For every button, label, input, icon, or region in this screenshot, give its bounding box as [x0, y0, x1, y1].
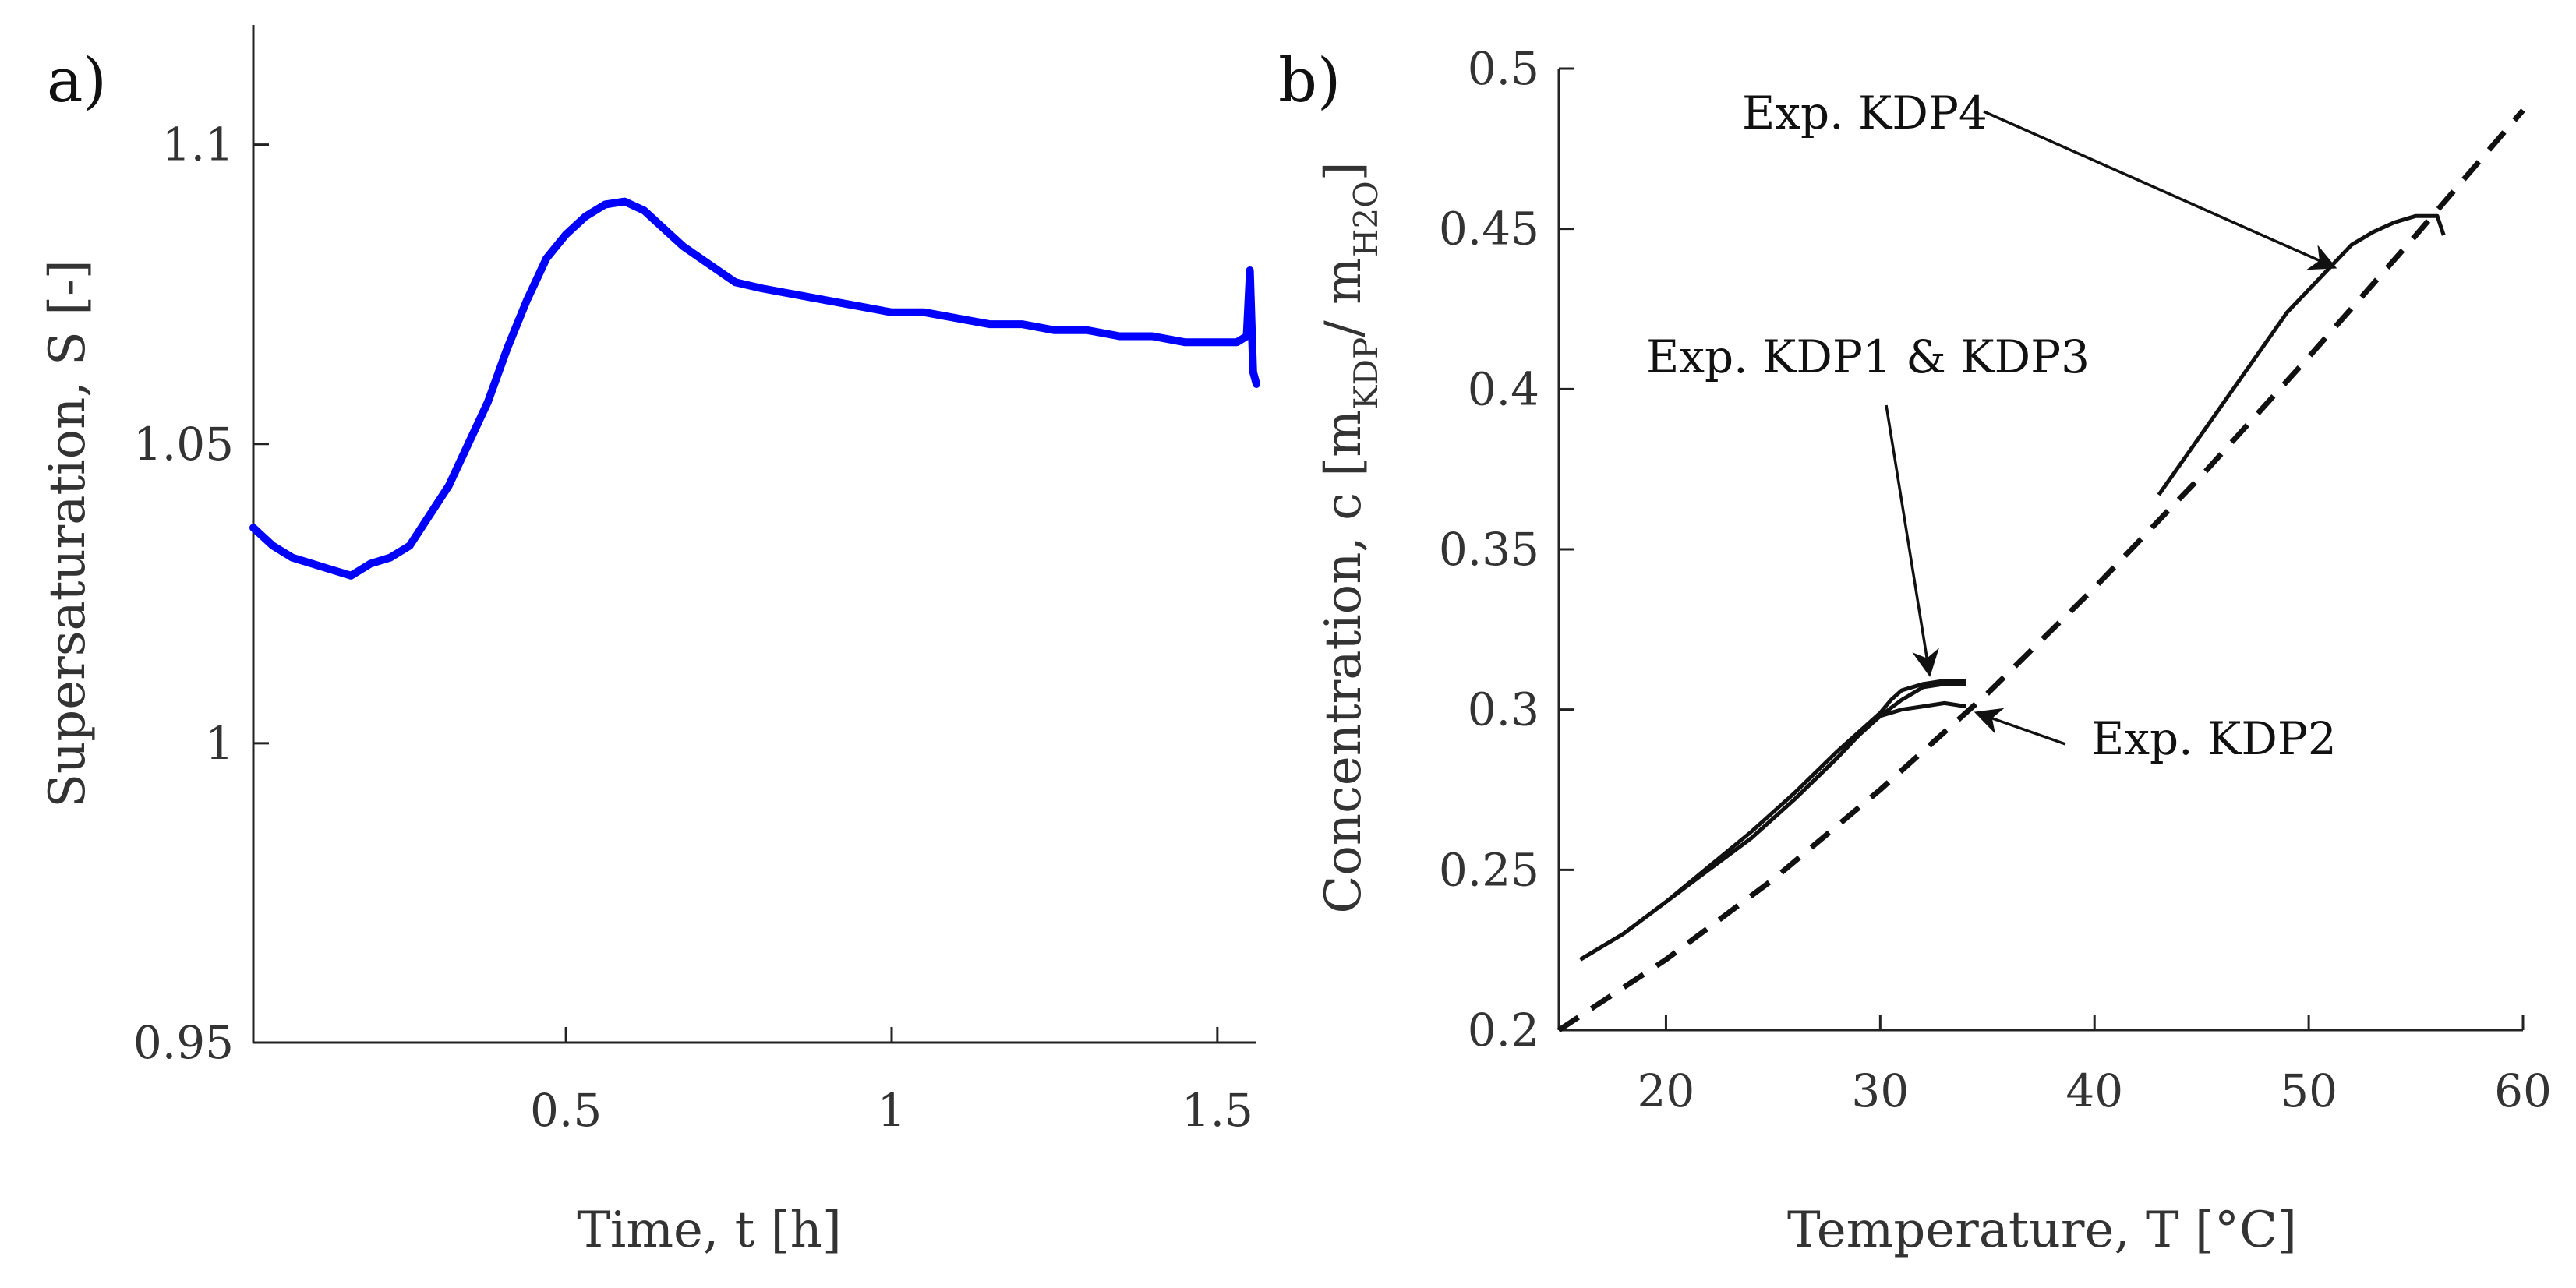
- panel-a-y-tick-label: 1.1: [162, 118, 234, 171]
- panel-a-x-tick-label: 1.5: [1182, 1084, 1253, 1137]
- panel-b-chart: b) 0.2 0.25 0.3 0.35 0.4 0.45 0.5 20 30 40 50 60 E…: [1278, 42, 2552, 1259]
- panel-b-x-tick-label: 60: [2494, 1064, 2552, 1117]
- panel-b-y-tick-label: 0.3: [1468, 683, 1539, 736]
- panel-b-line-exp-kdp2: [1707, 700, 1966, 872]
- panel-b-annotation-arrow: [1885, 404, 1939, 677]
- panel-a-label: a): [47, 46, 107, 116]
- panel-b-y-tick-label: 0.35: [1439, 523, 1539, 576]
- panel-a-x-tick-label: 1: [878, 1084, 906, 1137]
- panel-a-series: [249, 197, 1260, 580]
- panel-b-y-tick-label: 0.45: [1439, 203, 1539, 256]
- panel-b-x-tick-label: 30: [1851, 1064, 1909, 1117]
- panel-b-line-solubility: [1557, 108, 2525, 1032]
- panel-b-annotation-arrow: [1983, 110, 2337, 270]
- panel-b-y-ticks: 0.2 0.25 0.3 0.35 0.4 0.45 0.5: [1439, 42, 1574, 1057]
- panel-b-y-tick-label: 0.4: [1468, 362, 1539, 415]
- panel-b-x-tick-label: 50: [2280, 1064, 2337, 1117]
- panel-a-y-tick-label: 1.05: [133, 418, 234, 471]
- panel-b-x-tick-label: 20: [1638, 1064, 1695, 1117]
- panel-a-y-ticks: 0.95 1 1.05 1.1: [133, 118, 269, 1069]
- panel-b-x-tick-label: 40: [2065, 1064, 2123, 1117]
- panel-a-y-tick-label: 0.95: [133, 1016, 234, 1069]
- panel-b-x-ticks: 20 30 40 50 60: [1638, 1015, 2552, 1117]
- panel-b-x-axis-label: Temperature, T [°C]: [1787, 1202, 2297, 1259]
- panel-b-line-exp-kdp3: [1579, 682, 1966, 962]
- panel-b-y-label-end: ]: [1315, 161, 1373, 181]
- panel-b-y-label-sub1: KDP: [1347, 337, 1385, 410]
- panel-b-label: b): [1278, 46, 1341, 116]
- panel-b-line-exp-kdp4: [2157, 213, 2446, 496]
- panel-b-y-axis-label: Concentration, c [mKDP/ mH2O]: [1315, 161, 1385, 913]
- panel-b-annotations: Exp. KDP4 Exp. KDP1 & KDP3 Exp. KDP2: [1646, 86, 2337, 765]
- panel-b-y-tick-label: 0.5: [1468, 42, 1539, 95]
- panel-a-x-ticks: 0.5 1 1.5: [530, 1027, 1253, 1137]
- panel-b-y-label-sub2: H2O: [1347, 181, 1385, 257]
- panel-a-x-tick-label: 0.5: [530, 1084, 602, 1137]
- panel-b-y-tick-label: 0.25: [1439, 843, 1539, 896]
- panel-b-y-label-main: Concentration, c [m: [1315, 410, 1373, 914]
- panel-b-annotation-label: Exp. KDP4: [1742, 86, 1988, 139]
- panel-a-supersaturation-line: [249, 197, 1260, 580]
- panel-b-series: [1557, 108, 2525, 1032]
- panel-b-y-label-mid: / m: [1315, 257, 1373, 337]
- panel-a-chart: a) 0.95 1 1.05 1.1 0.5 1 1.5 Time, t [h] Supe…: [39, 25, 1260, 1259]
- panel-b-annotation-arrow: [1974, 708, 2066, 746]
- panel-b-y-tick-label: 0.2: [1468, 1004, 1539, 1057]
- panel-a-y-tick-label: 1: [205, 717, 234, 770]
- panel-b-annotation-label: Exp. KDP1 & KDP3: [1646, 330, 2090, 383]
- panel-a-y-axis-label: Supersaturation, S [-]: [39, 259, 97, 808]
- panel-b-annotation-label: Exp. KDP2: [2091, 712, 2337, 765]
- panel-a-x-axis-label: Time, t [h]: [577, 1202, 842, 1259]
